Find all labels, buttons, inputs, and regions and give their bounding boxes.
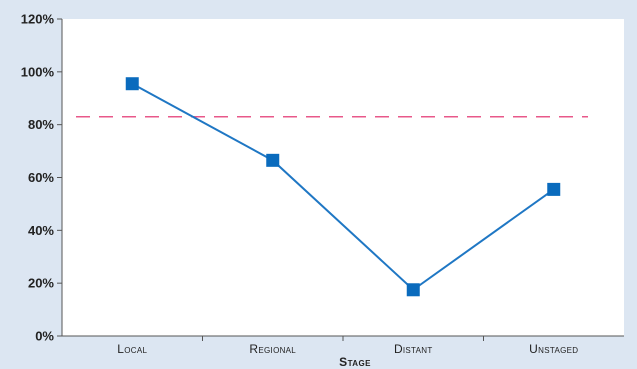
y-tick-label: 40% (28, 223, 54, 238)
x-tick-label: Unstaged (529, 342, 578, 356)
data-point-marker (406, 283, 420, 297)
series-layer (125, 77, 561, 297)
data-point-marker (266, 153, 280, 167)
x-tick-label: Distant (394, 342, 433, 356)
data-point-marker (125, 77, 139, 91)
x-tick-label: Local (117, 342, 147, 356)
x-tick-label: Regional (249, 342, 296, 356)
plot-area (62, 19, 624, 336)
data-point-marker (547, 182, 561, 196)
y-ticks: 0% 20% 40% 60% 80% 100% 120% (21, 12, 62, 344)
y-tick-label: 120% (21, 12, 55, 27)
y-tick-label: 20% (28, 276, 54, 291)
x-ticks: Local Regional Distant Unstaged (117, 336, 578, 356)
y-tick-label: 80% (28, 117, 54, 132)
x-axis-title: Stage (339, 355, 371, 369)
y-tick-label: 0% (35, 329, 54, 344)
y-tick-label: 60% (28, 170, 54, 185)
series-line (131, 82, 555, 292)
y-tick-label: 100% (21, 64, 55, 79)
